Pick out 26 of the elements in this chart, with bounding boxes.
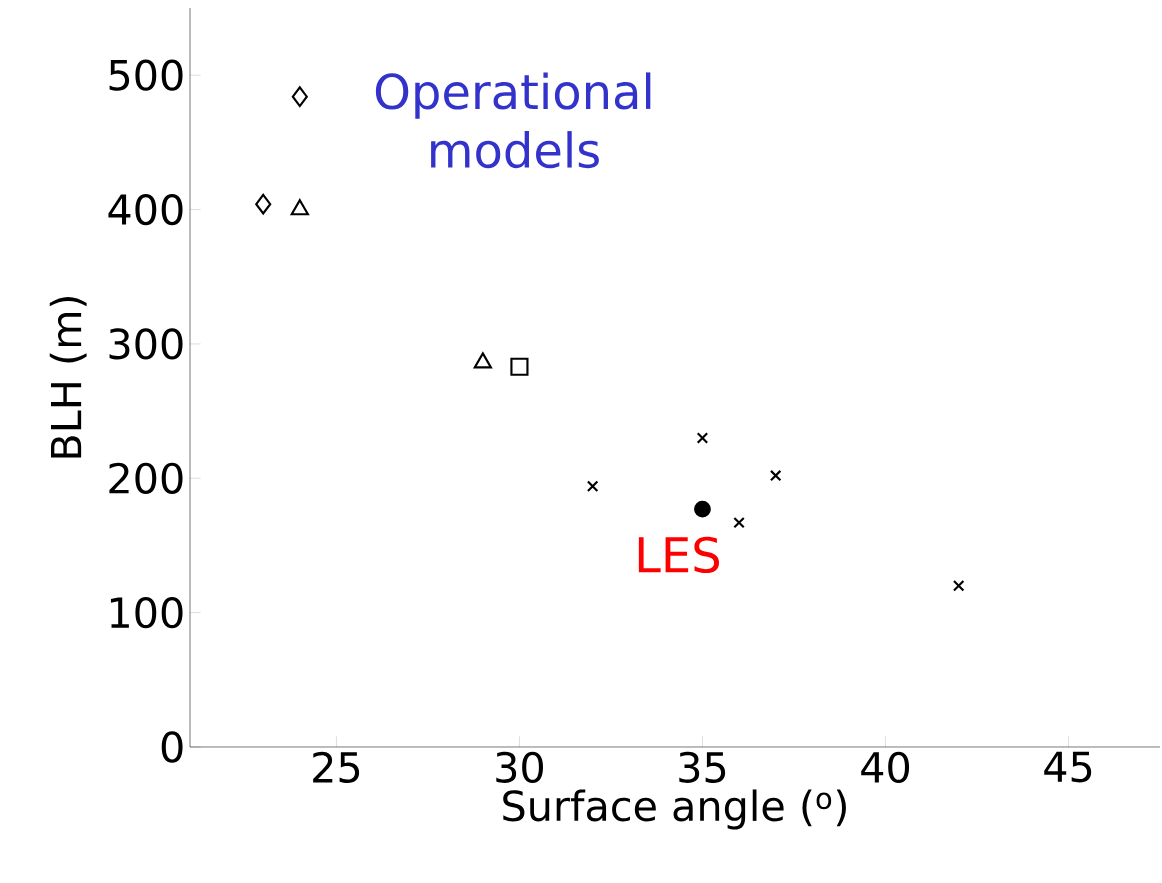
x-axis-title: Surface angle ($^{o}$) <box>503 789 846 830</box>
y-tick-label: 500 <box>109 59 183 91</box>
point <box>733 516 745 529</box>
y-tick-label: 0 <box>161 731 183 763</box>
point <box>291 86 308 108</box>
x-tick-label: 45 <box>1044 751 1092 783</box>
point <box>290 199 309 216</box>
point <box>510 357 529 376</box>
x-tick-label: 40 <box>861 751 910 783</box>
y-tick-label: 400 <box>108 193 183 226</box>
point <box>255 193 272 215</box>
point <box>952 579 965 592</box>
annotation: Operational models <box>375 72 651 169</box>
point <box>473 352 492 369</box>
point <box>769 469 782 482</box>
x-tick-label: 25 <box>313 751 360 783</box>
y-tick-label: 200 <box>109 462 183 494</box>
annotation: LES <box>638 536 720 574</box>
x-tick-label: 35 <box>679 751 726 783</box>
y-axis-title: BLH (m) <box>49 297 87 458</box>
point <box>586 480 599 493</box>
point <box>694 500 711 518</box>
y-tick-label: 300 <box>109 328 183 360</box>
y-tick-label: 100 <box>110 597 183 629</box>
x-tick-label: 30 <box>496 751 543 783</box>
point <box>696 432 709 444</box>
